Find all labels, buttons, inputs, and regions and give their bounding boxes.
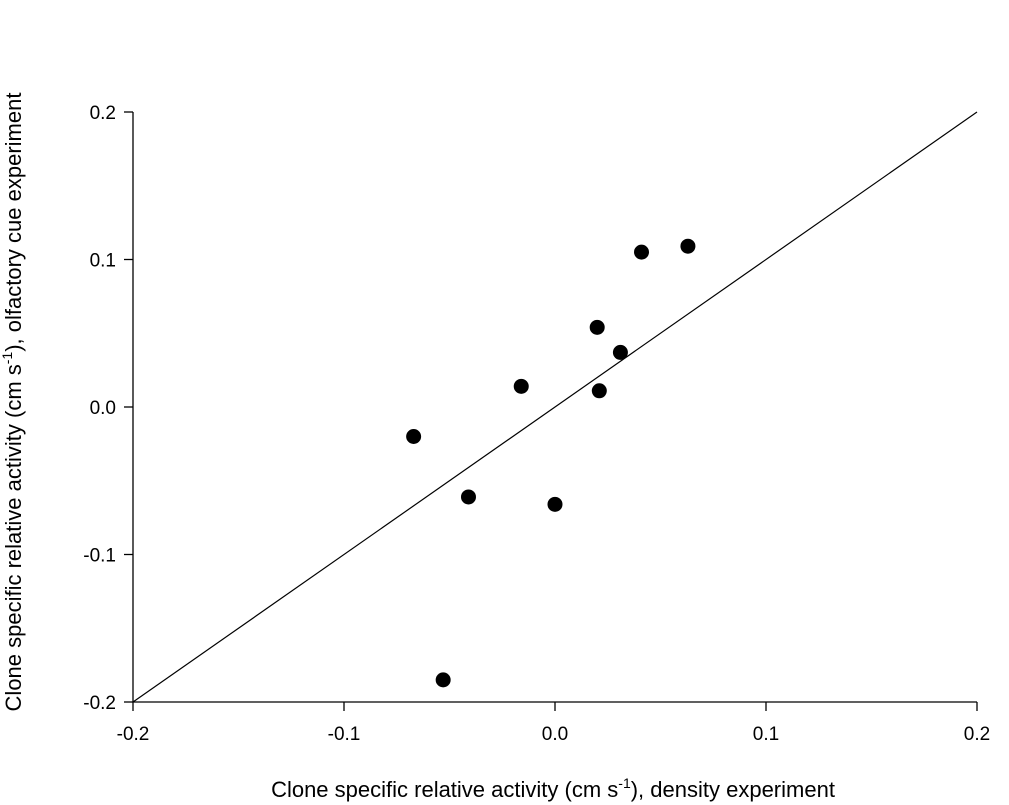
reference-line <box>132 111 978 703</box>
y-axis-title-superscript: -1 <box>0 352 15 365</box>
x-axis-title-after: ), density experiment <box>631 777 835 802</box>
data-point <box>680 238 696 254</box>
y-tick-label: 0.0 <box>90 398 116 419</box>
x-tick-label: 0.2 <box>964 724 990 745</box>
y-axis-title-before: Clone specific relative activity (cm s <box>1 364 26 711</box>
data-point <box>589 319 605 335</box>
y-axis-title: Clone specific relative activity (cm s-1… <box>0 93 26 712</box>
data-point <box>591 383 607 399</box>
data-points <box>406 238 696 688</box>
data-point <box>513 378 529 394</box>
y-tick-label: -0.2 <box>83 693 116 714</box>
x-tick-label: 0.0 <box>542 724 568 745</box>
x-axis-title: Clone specific relative activity (cm s-1… <box>271 775 835 802</box>
y-tick-label: 0.2 <box>90 103 116 124</box>
x-tick-label: -0.2 <box>117 724 150 745</box>
y-tick-label: 0.1 <box>90 251 116 272</box>
x-ticks: -0.2 -0.1 0.0 0.1 0.2 <box>117 702 990 745</box>
x-axis-title-before: Clone specific relative activity (cm s <box>271 777 618 802</box>
reference-line-group <box>132 111 978 703</box>
data-point <box>634 244 650 260</box>
data-point <box>406 429 422 444</box>
x-axis-title-superscript: -1 <box>618 775 631 791</box>
data-point <box>547 496 563 512</box>
x-tick-label: 0.1 <box>753 724 779 745</box>
data-point <box>460 489 476 505</box>
y-axis-title-after: ), olfactory cue experiment <box>1 93 26 352</box>
y-ticks: -0.2 -0.1 0.0 0.1 0.2 <box>83 103 133 714</box>
y-tick-label: -0.1 <box>83 546 116 567</box>
data-point <box>435 672 451 688</box>
data-point <box>612 344 628 360</box>
x-tick-label: -0.1 <box>328 724 361 745</box>
